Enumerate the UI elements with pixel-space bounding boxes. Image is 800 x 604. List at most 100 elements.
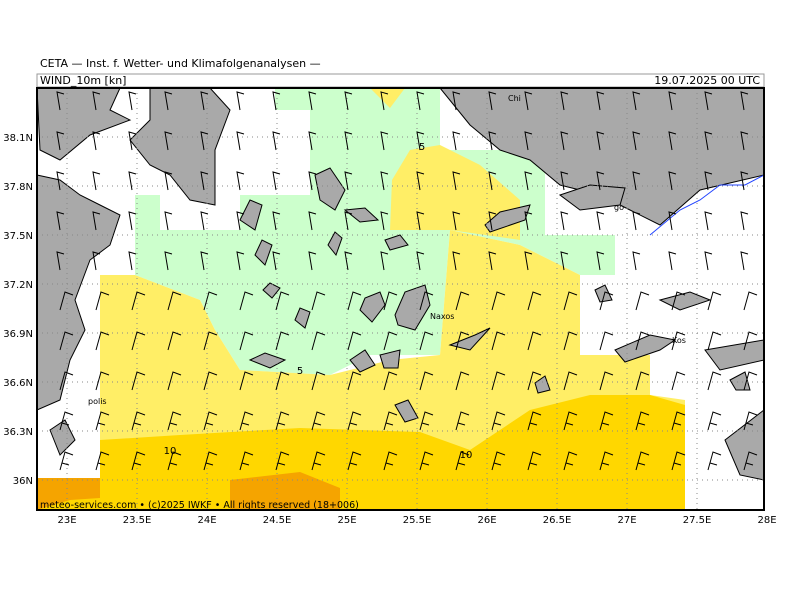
land: [594, 284, 613, 303]
wind-barb: [671, 291, 686, 311]
plot-area: [36, 87, 765, 511]
wind-barb: [488, 131, 497, 151]
wind-barb: [491, 451, 506, 471]
wind-barb: [560, 171, 569, 191]
wind-barb: [383, 451, 398, 471]
wind-barb: [524, 251, 533, 271]
lon-label: 26E: [477, 515, 496, 526]
wind-barb: [164, 251, 173, 271]
wind-barb: [671, 371, 686, 391]
wind-barb: [383, 331, 398, 351]
wind-barb: [452, 131, 461, 151]
lat-label: 37.2N: [3, 280, 33, 291]
wind-barb: [416, 211, 425, 231]
lat-label: 37.5N: [3, 231, 33, 242]
wind-barb: [560, 211, 569, 231]
wind-barb: [128, 251, 137, 271]
wind-barbs: [56, 91, 758, 471]
wind-band-green: [135, 88, 615, 375]
wind-barb: [311, 331, 326, 351]
wind-barb: [308, 211, 317, 231]
wind-barb: [419, 291, 434, 311]
wind-band-orange: [37, 478, 100, 510]
wind-barb: [743, 331, 758, 351]
wind-barb: [488, 91, 497, 111]
wind-barb: [707, 411, 722, 431]
wind-barb: [455, 331, 470, 351]
wind-barb: [380, 131, 389, 151]
wind-barb: [743, 411, 758, 431]
wind-barb: [563, 411, 578, 431]
wind-barb: [311, 371, 326, 391]
wind-barb: [239, 371, 254, 391]
wind-barb: [164, 131, 173, 151]
wind-barb: [491, 371, 506, 391]
land: [394, 284, 431, 331]
contour-label: 10: [460, 450, 473, 461]
wind-barb: [236, 251, 245, 271]
frame: [36, 87, 765, 511]
wind-barb: [347, 291, 362, 311]
land: [254, 239, 273, 266]
wind-barb: [455, 291, 470, 311]
wind-band-orange: [230, 472, 340, 510]
wind-barb: [344, 171, 353, 191]
wind-barb: [668, 251, 677, 271]
lon-label: 27.5E: [683, 515, 712, 526]
wind-barb: [596, 171, 605, 191]
wind-barb: [488, 171, 497, 191]
wind-barb: [95, 451, 110, 471]
wind-barb: [743, 451, 758, 471]
wind-barb: [635, 451, 650, 471]
wind-barb: [344, 251, 353, 271]
valid-time: 19.07.2025 00 UTC: [654, 74, 760, 87]
wind-barb: [92, 251, 101, 271]
wind-barb: [668, 171, 677, 191]
wind-barb: [599, 291, 614, 311]
wind-barb: [668, 131, 677, 151]
wind-barb: [380, 211, 389, 231]
wind-barb: [308, 131, 317, 151]
lat-label: 37.8N: [3, 182, 33, 193]
wind-barb: [56, 171, 65, 191]
wind-barb: [272, 171, 281, 191]
wind-barb: [704, 91, 713, 111]
wind-barb: [419, 411, 434, 431]
wind-barb: [380, 171, 389, 191]
wind-barb: [200, 251, 209, 271]
wind-barb: [563, 371, 578, 391]
wind-barb: [272, 131, 281, 151]
wind-barb: [59, 291, 74, 311]
wind-barb: [707, 331, 722, 351]
wind-barb: [596, 251, 605, 271]
wind-barb: [383, 411, 398, 431]
wind-barb: [527, 451, 542, 471]
land: [359, 291, 386, 323]
wind-barb: [599, 451, 614, 471]
wind-barb: [455, 411, 470, 431]
land: [314, 167, 346, 211]
header-title: CETA — Inst. f. Wetter- und Klimafolgena…: [40, 57, 321, 70]
wind-barb: [275, 411, 290, 431]
wind-barb: [416, 251, 425, 271]
contour-label: 5: [297, 366, 303, 377]
wind-barb: [527, 371, 542, 391]
place-label: Kos: [672, 336, 686, 345]
wind-barb: [203, 331, 218, 351]
wind-barb: [56, 251, 65, 271]
wind-barb: [419, 451, 434, 471]
wind-barb: [524, 211, 533, 231]
wind-barb: [527, 291, 542, 311]
wind-barb: [203, 451, 218, 471]
wind-barb: [455, 451, 470, 471]
wind-barb: [167, 371, 182, 391]
wind-barb: [344, 131, 353, 151]
wind-barb: [416, 91, 425, 111]
wind-barb: [275, 371, 290, 391]
wind-barb: [272, 91, 281, 111]
wind-barb: [596, 91, 605, 111]
wind-barb: [131, 371, 146, 391]
wind-barb: [635, 411, 650, 431]
wind-barb: [164, 91, 173, 111]
